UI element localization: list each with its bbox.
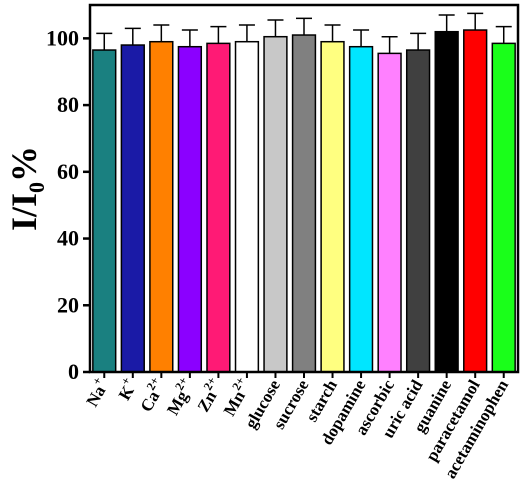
bar-14 [491,42,516,373]
bar-13 [463,29,488,373]
bar-3 [177,45,203,373]
error-bar-10 [381,35,398,54]
bar-9 [348,45,374,373]
error-bar-11 [410,32,427,51]
error-bars-layer [96,12,512,54]
error-bar-6 [267,19,284,37]
bar-1 [120,44,145,373]
error-bar-7 [296,17,312,36]
bar-7 [291,34,317,373]
error-bar-3 [181,29,198,47]
bar-10 [377,52,402,373]
y-axis-title-sub: 0 [24,182,49,193]
bar-6 [263,35,288,373]
bar-0 [92,49,117,373]
error-bar-4 [210,25,227,44]
error-bar-8 [324,24,341,42]
bar-8 [320,40,345,373]
error-bar-5 [238,24,255,42]
error-bar-9 [353,29,370,47]
y-axis: 0 20 40 60 80 100 [46,25,90,384]
y-tick-label-4: 80 [57,92,79,117]
bar-12 [434,30,459,373]
bar-5 [234,40,260,373]
error-bar-14 [495,25,512,44]
y-tick-label-5: 100 [46,25,79,50]
x-tick-label-0: Na+ [79,374,113,410]
y-axis-title-main: I/I [4,193,44,231]
error-bar-1 [124,27,141,46]
y-tick-label-0: 0 [68,359,79,384]
y-tick-label-1: 20 [57,292,79,317]
error-bar-12 [438,14,455,32]
bars-layer [92,29,516,373]
x-tick-label-3: Mg2+ [160,374,199,418]
y-tick-label-3: 60 [57,159,79,184]
error-bar-2 [153,24,170,42]
error-bar-13 [467,12,484,31]
bar-4 [206,42,231,373]
y-tick-label-2: 40 [57,226,79,251]
bar-11 [405,49,431,373]
bar-2 [149,40,174,373]
y-axis-title: I/I0% [4,146,49,231]
x-axis: Na+K+Ca2+Mg2+Zn2+Mn2+glucosesucrosestarc… [79,372,512,482]
x-tick-label-1: K+ [111,374,141,403]
y-axis-title-unit: % [4,146,44,182]
error-bar-0 [96,32,113,51]
